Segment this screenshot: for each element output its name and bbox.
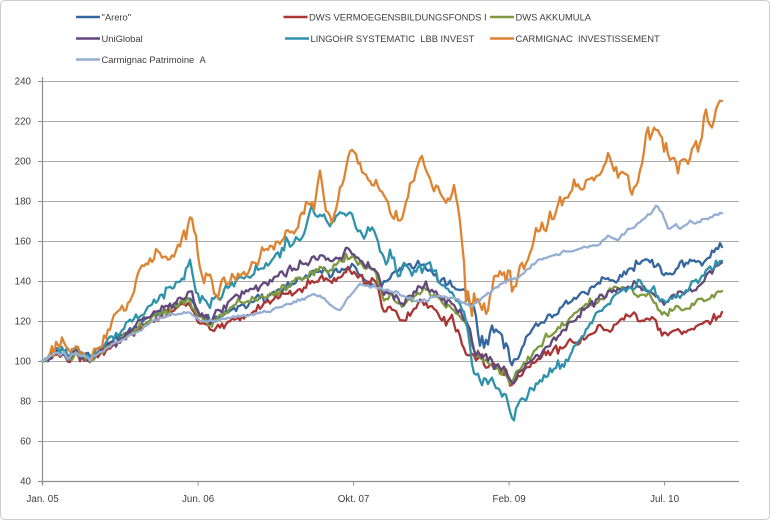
svg-text:40: 40: [20, 477, 31, 488]
svg-text:Jan. 05: Jan. 05: [27, 494, 60, 505]
svg-text:120: 120: [15, 317, 32, 328]
svg-text:160: 160: [15, 237, 32, 248]
svg-text:240: 240: [15, 77, 32, 88]
svg-text:180: 180: [15, 197, 32, 208]
svg-text:Jun. 06: Jun. 06: [182, 494, 215, 505]
svg-text:Jul. 10: Jul. 10: [650, 494, 679, 505]
svg-text:"Arero": "Arero": [102, 12, 132, 23]
svg-text:Feb. 09: Feb. 09: [492, 494, 525, 505]
svg-text:200: 200: [15, 157, 32, 168]
svg-text:LINGOHR SYSTEMATIC LBB INVEST: LINGOHR SYSTEMATIC LBB INVEST: [311, 33, 475, 44]
svg-text:60: 60: [20, 437, 31, 448]
svg-text:80: 80: [20, 397, 31, 408]
svg-text:CARMIGNAC INVESTISSEMENT: CARMIGNAC INVESTISSEMENT: [516, 33, 661, 44]
svg-text:DWS AKKUMULA: DWS AKKUMULA: [516, 12, 592, 23]
svg-text:Carmignac Patrimoine A: Carmignac Patrimoine A: [102, 54, 207, 65]
svg-text:140: 140: [15, 277, 32, 288]
svg-text:UniGlobal: UniGlobal: [102, 33, 143, 44]
svg-text:100: 100: [15, 357, 32, 368]
svg-text:Okt. 07: Okt. 07: [338, 494, 370, 505]
svg-text:220: 220: [15, 117, 32, 128]
svg-text:DWS VERMOEGENSBILDUNGSFONDS I: DWS VERMOEGENSBILDUNGSFONDS I: [309, 12, 487, 23]
